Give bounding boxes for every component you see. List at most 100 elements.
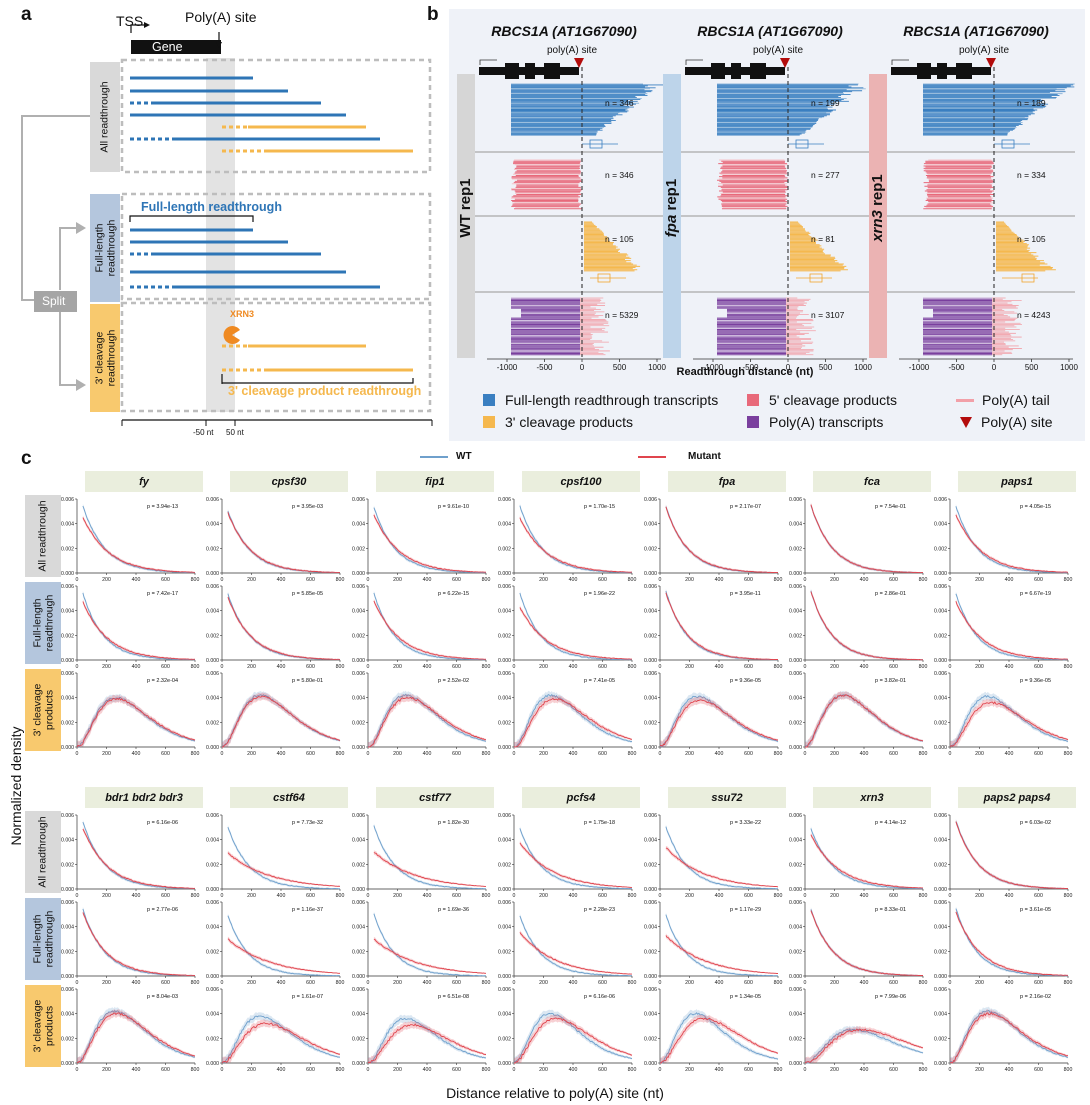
gene-header: fpa — [668, 471, 786, 492]
y-tick-label: 0.004 — [352, 925, 365, 931]
x-tick-label: 600 — [161, 577, 170, 583]
read-row-3: n = 3107 — [717, 297, 845, 356]
wt-density-line — [373, 825, 487, 890]
x-tick-label: 400 — [715, 751, 724, 757]
p-value: p = 9.36e-05 — [730, 678, 761, 684]
y-tick-label: 0.006 — [61, 584, 74, 590]
y-tick-label: 0.002 — [789, 949, 802, 955]
x-tick-label: 0 — [580, 363, 585, 372]
split-box — [34, 291, 77, 312]
y-tick-label: 0.000 — [61, 887, 74, 893]
mut-ci-band — [82, 599, 195, 660]
mut-ci-band — [519, 605, 632, 660]
y-tick-label: 0.006 — [934, 584, 947, 590]
x-tick-label: 0 — [949, 664, 952, 670]
mut-density-line — [955, 821, 1069, 890]
x-tick-label: 0 — [76, 664, 79, 670]
x-tick-label: 0 — [76, 1067, 79, 1073]
wt-density-line — [221, 1015, 341, 1063]
mut-ci-band — [222, 692, 340, 747]
x-tick-label: 200 — [247, 577, 256, 583]
x-tick-label: 0 — [949, 893, 952, 899]
legend-item: Poly(A) tail — [956, 392, 1050, 408]
x-tick-label: 0 — [221, 1067, 224, 1073]
x-tick-label: 200 — [685, 577, 694, 583]
x-tick-label: 200 — [685, 1067, 694, 1073]
mut-density-line — [805, 694, 924, 748]
mut-density-line — [949, 701, 1069, 747]
wt-ci-band — [665, 588, 778, 660]
x-tick-label: 0 — [367, 751, 370, 757]
x-tick-label: 600 — [889, 893, 898, 899]
wt-density-line — [659, 1012, 779, 1064]
wt-ci-band — [373, 823, 486, 889]
mut-ci-band — [950, 698, 1068, 747]
tss-arrow-icon — [685, 59, 703, 65]
y-tick-label: 0.004 — [498, 925, 511, 931]
mut-density-line — [76, 697, 196, 748]
read-row-2: n = 81 — [790, 221, 848, 283]
read-row-3: n = 5329 — [511, 297, 639, 356]
panel-c-ylabel: Normalized density — [8, 726, 24, 846]
wt-density-line — [82, 505, 195, 574]
rep-label: xrn3 rep1 — [869, 174, 886, 242]
y-tick-label: 0.000 — [352, 974, 365, 980]
p-value: p = 2.32e-04 — [147, 678, 178, 684]
gene-header: cpsf100 — [522, 471, 640, 492]
y-tick-label: 0.000 — [934, 887, 947, 893]
x-tick-label: 800 — [774, 751, 783, 757]
x-tick-label: 600 — [306, 1067, 315, 1073]
x-tick-label: 0 — [949, 751, 952, 757]
wt-ci-band — [955, 819, 1068, 889]
mut-density-line — [227, 852, 341, 887]
mut-density-line — [76, 1012, 196, 1064]
x-tick-label: 0 — [804, 577, 807, 583]
x-tick-label: 0 — [221, 577, 224, 583]
wt-density-line — [519, 592, 633, 661]
y-tick-label: 0.002 — [61, 633, 74, 639]
mut-ci-band — [665, 590, 778, 660]
p-value: p = 8.33e-01 — [875, 907, 906, 913]
y-tick-label: 0.002 — [644, 720, 657, 726]
wt-density-line — [519, 915, 633, 977]
density-plot: 0.000 0.002 0.004 0.006 0 200 400 600 800 p = 3.9… — [644, 584, 782, 670]
x-tick-label: 600 — [306, 893, 315, 899]
x-tick-label: 400 — [423, 751, 432, 757]
mut-ci-band — [227, 510, 340, 573]
y-tick-label: 0.004 — [61, 522, 74, 528]
density-plot: 0.000 0.002 0.004 0.006 0 200 400 600 800 p = 6.1… — [498, 987, 636, 1073]
y-tick-label: 0.000 — [206, 571, 219, 577]
read-count: n = 5329 — [605, 310, 639, 320]
x-tick-label: 200 — [685, 751, 694, 757]
density-plot: 0.000 0.002 0.004 0.006 0 200 400 600 800 p = 6.2… — [352, 584, 490, 670]
p-value: p = 1.96e-22 — [584, 591, 615, 597]
square-swatch — [747, 394, 759, 406]
p-value: p = 7.73e-32 — [292, 820, 323, 826]
mut-density-line — [227, 597, 341, 660]
mut-ci-band — [519, 840, 632, 888]
sample-block-2: n = 189 n = 334 n = 105 n = 4243 -1000 -500 0 5… — [869, 58, 1078, 372]
wt-ci-band — [665, 504, 778, 573]
mut-ci-band — [519, 930, 632, 975]
mut-density-line — [955, 514, 1069, 573]
square-swatch — [483, 394, 495, 406]
y-tick-label: 0.002 — [789, 633, 802, 639]
x-tick-label: 400 — [277, 751, 286, 757]
x-tick-label: 200 — [975, 751, 984, 757]
y-tick-label: 0.002 — [206, 949, 219, 955]
square-swatch — [747, 416, 759, 428]
cleavage-reads — [222, 344, 413, 372]
mut-ci-band — [955, 819, 1068, 889]
x-tick-label: 800 — [482, 980, 491, 986]
x-tick-label: 400 — [1005, 893, 1014, 899]
x-tick-label: 600 — [1034, 1067, 1043, 1073]
x-tick-label: 0 — [76, 980, 79, 986]
x-tick-label: 200 — [393, 577, 402, 583]
y-tick-label: 0.006 — [61, 987, 74, 993]
x-tick-label: 600 — [306, 751, 315, 757]
mut-ci-band — [368, 693, 486, 747]
y-tick-label: 0.000 — [644, 1061, 657, 1067]
mut-density-line — [373, 600, 487, 660]
y-tick-label: 0.006 — [644, 813, 657, 819]
mut-ci-band — [373, 850, 486, 887]
